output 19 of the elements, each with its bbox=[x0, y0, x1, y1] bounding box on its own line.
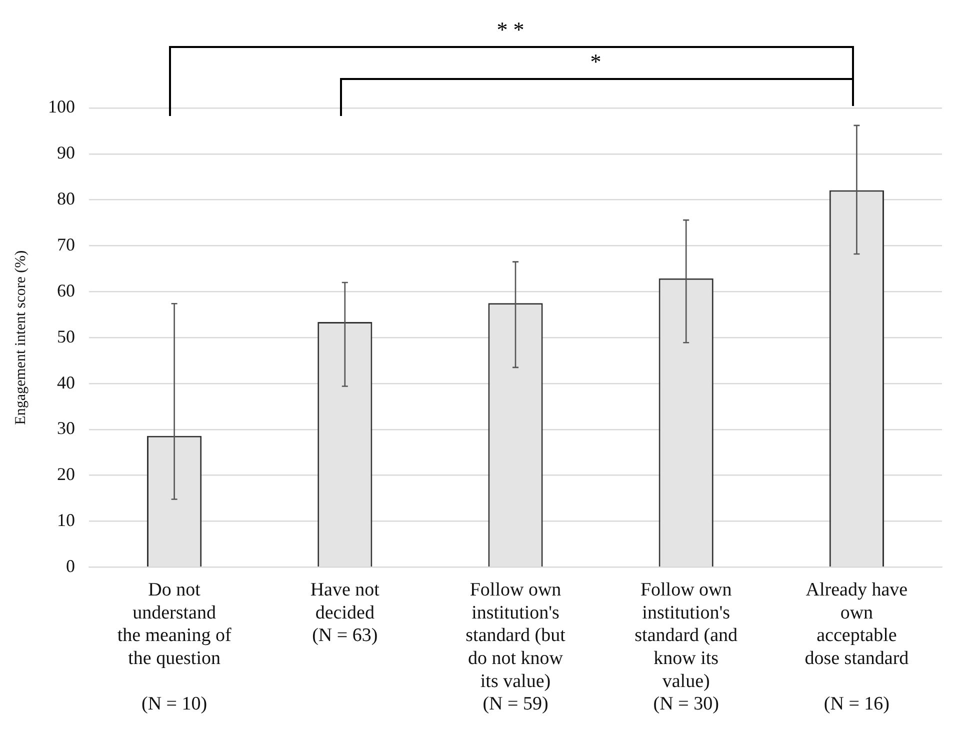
text: * bbox=[589, 48, 602, 76]
y-axis-title: Engagement intent score (%) bbox=[12, 250, 29, 425]
y-tick-label: 80 bbox=[57, 188, 75, 209]
category-label: Already have own acceptable dose standard (N = 16) bbox=[804, 580, 909, 715]
x-tick-label: Follow own institution's standard (and know its value) (N = 30) bbox=[634, 580, 738, 715]
y-tick-label: 40 bbox=[57, 372, 75, 392]
y-tick-label: 90 bbox=[57, 142, 75, 163]
text: * * bbox=[496, 16, 526, 44]
x-tick-label: Have not decided (N = 63) bbox=[310, 580, 380, 646]
y-tick-label: 50 bbox=[57, 326, 75, 346]
y-tick-label: 70 bbox=[57, 234, 75, 254]
x-tick-label: Follow own institution's standard (but do not know its value) (N = 59) bbox=[466, 580, 566, 715]
y-tick-label: 100 bbox=[48, 96, 75, 117]
y-tick-label: 10 bbox=[57, 510, 75, 530]
y-tick-label: 20 bbox=[57, 464, 75, 484]
y-tick-label: 0 bbox=[66, 556, 75, 576]
y-tick-label: 60 bbox=[57, 280, 75, 300]
category-label: Do not understand the meaning of the question (N = 10) bbox=[117, 580, 232, 715]
y-tick-label: 30 bbox=[57, 418, 75, 438]
